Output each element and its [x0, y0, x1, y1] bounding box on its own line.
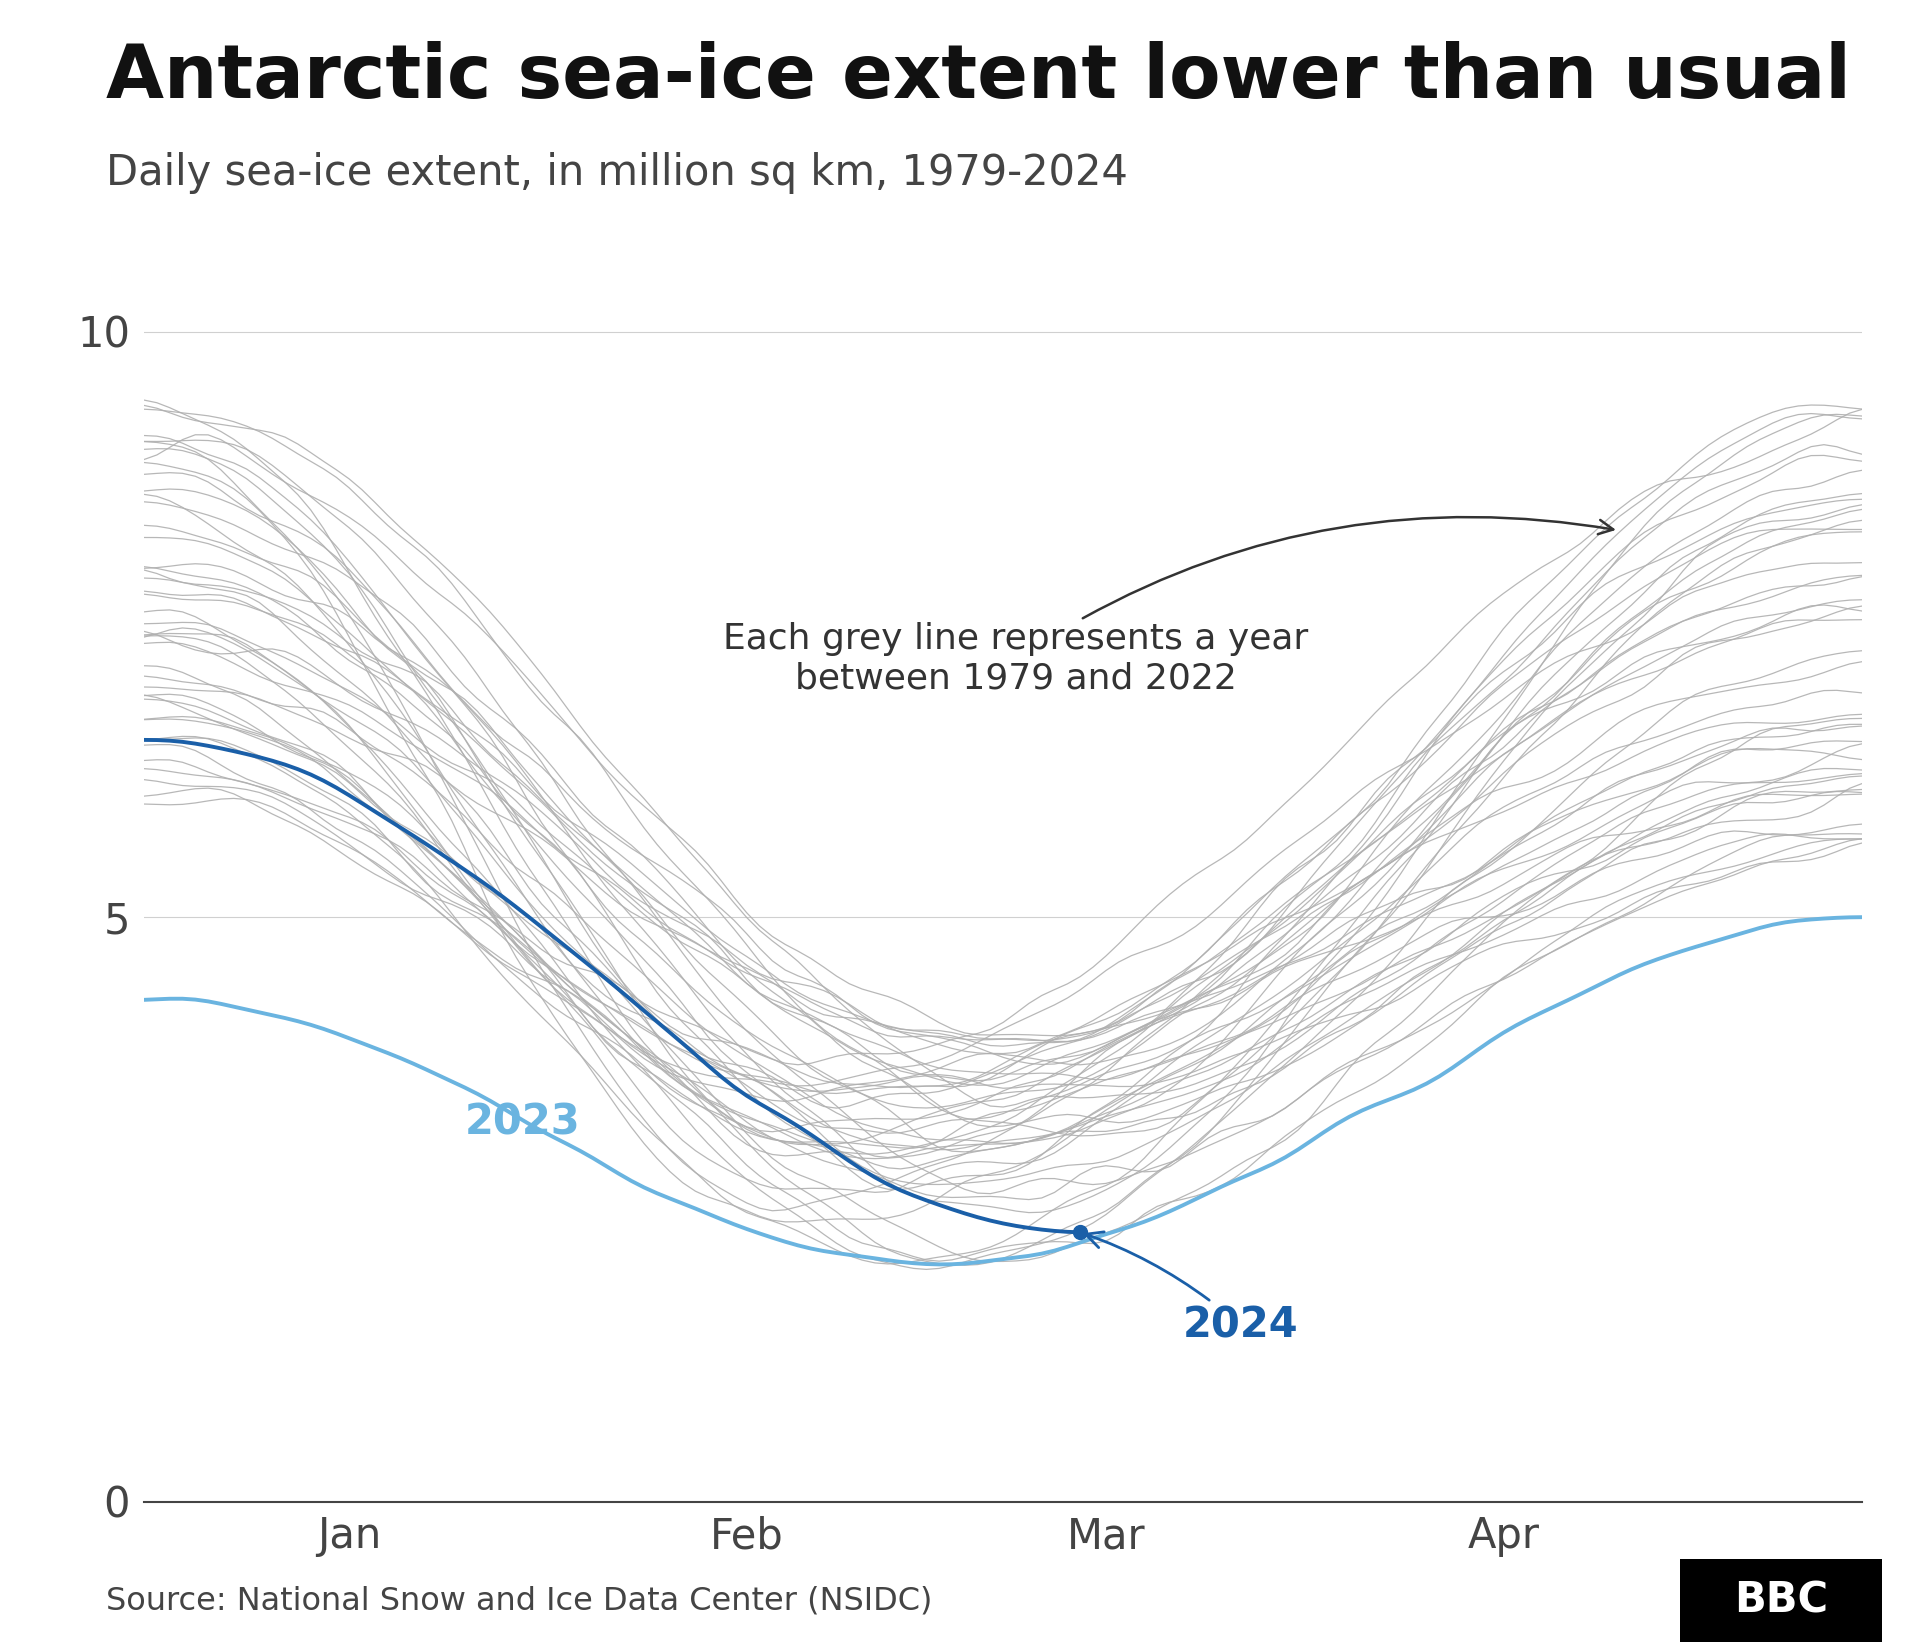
- Text: Each grey line represents a year
between 1979 and 2022: Each grey line represents a year between…: [724, 516, 1613, 696]
- Text: Source: National Snow and Ice Data Center (NSIDC): Source: National Snow and Ice Data Cente…: [106, 1586, 931, 1617]
- Text: Daily sea-ice extent, in million sq km, 1979-2024: Daily sea-ice extent, in million sq km, …: [106, 152, 1127, 193]
- Text: Antarctic sea-ice extent lower than usual: Antarctic sea-ice extent lower than usua…: [106, 41, 1851, 114]
- Text: BBC: BBC: [1734, 1579, 1828, 1622]
- Text: 2023: 2023: [465, 1101, 580, 1143]
- Point: [1066, 1219, 1096, 1246]
- Text: 2024: 2024: [1085, 1233, 1298, 1346]
